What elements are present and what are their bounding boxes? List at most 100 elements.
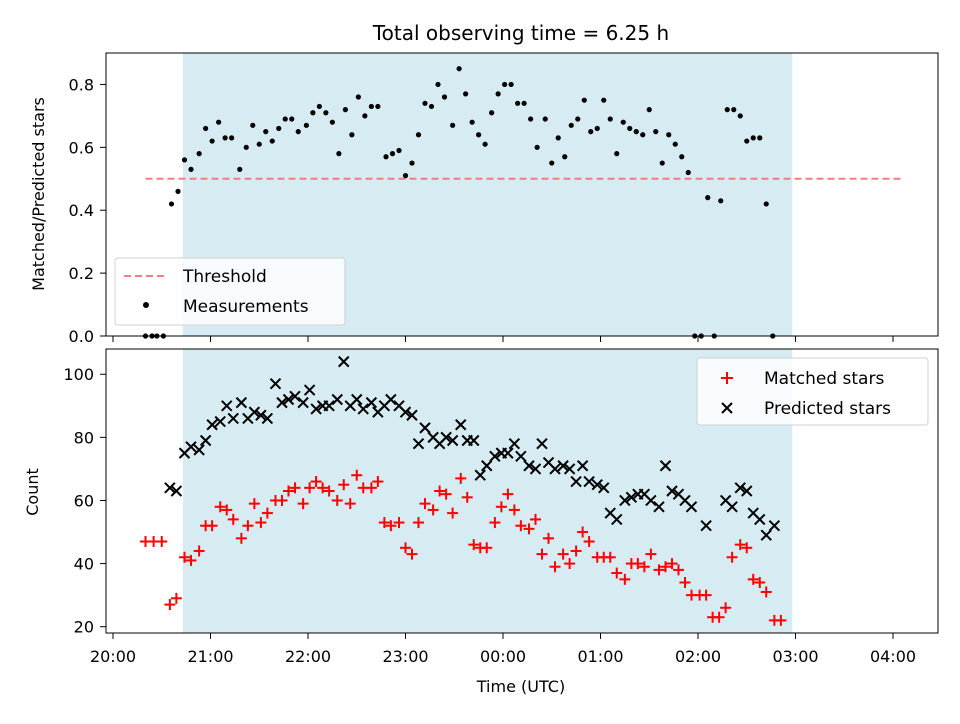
- matched-star-point: [570, 545, 582, 557]
- matched-star-point: [164, 599, 176, 611]
- measurement-point: [750, 135, 756, 141]
- measurement-point: [203, 125, 209, 132]
- measurement-point: [666, 132, 672, 138]
- x-tick-label: 00:00: [480, 647, 526, 666]
- matched-star-point: [323, 485, 335, 497]
- measurement-point: [640, 132, 646, 138]
- measurement-point: [282, 116, 288, 122]
- predicted-star-point: [406, 409, 418, 421]
- predicted-star-point: [351, 393, 363, 406]
- matched-star-point: [297, 498, 309, 510]
- top-y-tick-label: 0.6: [69, 138, 94, 157]
- matched-star-point: [193, 545, 205, 557]
- measurement-point: [737, 113, 743, 119]
- predicted-star-point: [768, 520, 781, 532]
- measurement-point: [362, 113, 368, 119]
- measurement-point: [323, 110, 329, 116]
- matched-star-point: [741, 542, 753, 554]
- measurement-point: [575, 116, 581, 122]
- predicted-star-point: [261, 412, 274, 425]
- predicted-star-point: [489, 450, 501, 462]
- matched-star-point: [179, 551, 190, 563]
- predicted-star-point: [446, 434, 459, 447]
- measurement-point: [627, 125, 633, 132]
- measurement-point: [463, 91, 469, 97]
- measurement-point: [633, 129, 639, 135]
- matched-star-point: [276, 494, 288, 506]
- measurement-point: [216, 119, 222, 125]
- matched-star-point: [338, 479, 350, 491]
- legend-predicted-swatch: [721, 402, 733, 414]
- measurement-point: [263, 129, 269, 135]
- measurement-point: [620, 119, 626, 125]
- measurement-point: [229, 135, 235, 141]
- bottom-panel-frame: [105, 348, 939, 634]
- matched-star-point: [508, 504, 520, 516]
- measurement-point: [549, 160, 555, 166]
- top-legend: Threshold Measurements: [114, 257, 346, 326]
- matched-star-point: [255, 517, 267, 529]
- bottom-y-tick-label: 40: [74, 555, 94, 574]
- predicted-star-point: [170, 485, 183, 497]
- measurement-point: [685, 169, 691, 176]
- measurement-point: [508, 81, 514, 88]
- matched-star-point: [351, 469, 363, 481]
- bottom-y-tick-label: 20: [74, 618, 94, 637]
- top-panel-frame: [105, 52, 939, 337]
- matched-star-point: [317, 482, 329, 494]
- measurement-point: [705, 195, 711, 201]
- matched-star-point: [461, 491, 473, 503]
- matched-star-point: [632, 558, 644, 570]
- measurement-point: [329, 119, 335, 125]
- measurement-point: [763, 201, 769, 207]
- legend-predicted-label: Predicted stars: [764, 399, 891, 419]
- predicted-star-point: [419, 422, 431, 434]
- matched-star-point: [447, 507, 459, 519]
- predicted-star-point: [685, 501, 698, 513]
- predicted-star-point: [625, 491, 638, 504]
- measurement-point: [614, 151, 620, 157]
- matched-star-point: [481, 542, 493, 554]
- measurement-point: [316, 103, 322, 110]
- legend-measurements-swatch: [143, 302, 149, 308]
- matched-star-point: [400, 542, 411, 554]
- measurement-point: [375, 103, 381, 110]
- predicted-star-point: [549, 463, 561, 475]
- x-axis-label: Time (UTC): [476, 677, 565, 696]
- predicted-star-point: [221, 400, 233, 412]
- predicted-star-point: [760, 529, 772, 541]
- predicted-star-point: [385, 393, 397, 406]
- matched-star-point: [619, 573, 631, 585]
- matched-star-point: [170, 592, 182, 604]
- bottom-legend-box: [696, 357, 929, 426]
- measurement-point: [409, 160, 415, 166]
- predicted-star-point: [455, 419, 467, 431]
- matched-star-point: [673, 564, 684, 576]
- matched-star-point: [543, 532, 554, 544]
- predicted-star-point: [468, 434, 480, 447]
- predicted-star-point: [412, 437, 425, 450]
- x-tick-label: 22:00: [285, 647, 331, 666]
- matched-star-point: [523, 523, 535, 535]
- measurement-point: [542, 116, 548, 122]
- measurement-point: [389, 151, 396, 157]
- matched-star-point: [248, 498, 260, 510]
- bottom-y-tick-label: 60: [74, 491, 94, 510]
- predicted-star-point: [523, 460, 535, 472]
- measurement-point: [450, 122, 456, 128]
- predicted-star-point: [399, 406, 412, 418]
- predicted-star-point: [598, 482, 610, 494]
- matched-star-point: [378, 517, 390, 529]
- predicted-star-point: [700, 520, 712, 532]
- legend-threshold-label: Threshold: [182, 267, 267, 287]
- matched-star-point: [726, 551, 738, 563]
- matched-star-point: [206, 520, 218, 532]
- measurement-point: [396, 147, 402, 154]
- predicted-star-point: [583, 475, 595, 488]
- measurement-point: [383, 154, 389, 160]
- matched-star-point: [242, 520, 254, 532]
- predicted-star-point: [193, 444, 205, 456]
- bottom-y-axis-label: Count: [23, 468, 42, 516]
- predicted-star-point: [297, 396, 309, 409]
- top-y-tick-label: 0.4: [69, 201, 94, 220]
